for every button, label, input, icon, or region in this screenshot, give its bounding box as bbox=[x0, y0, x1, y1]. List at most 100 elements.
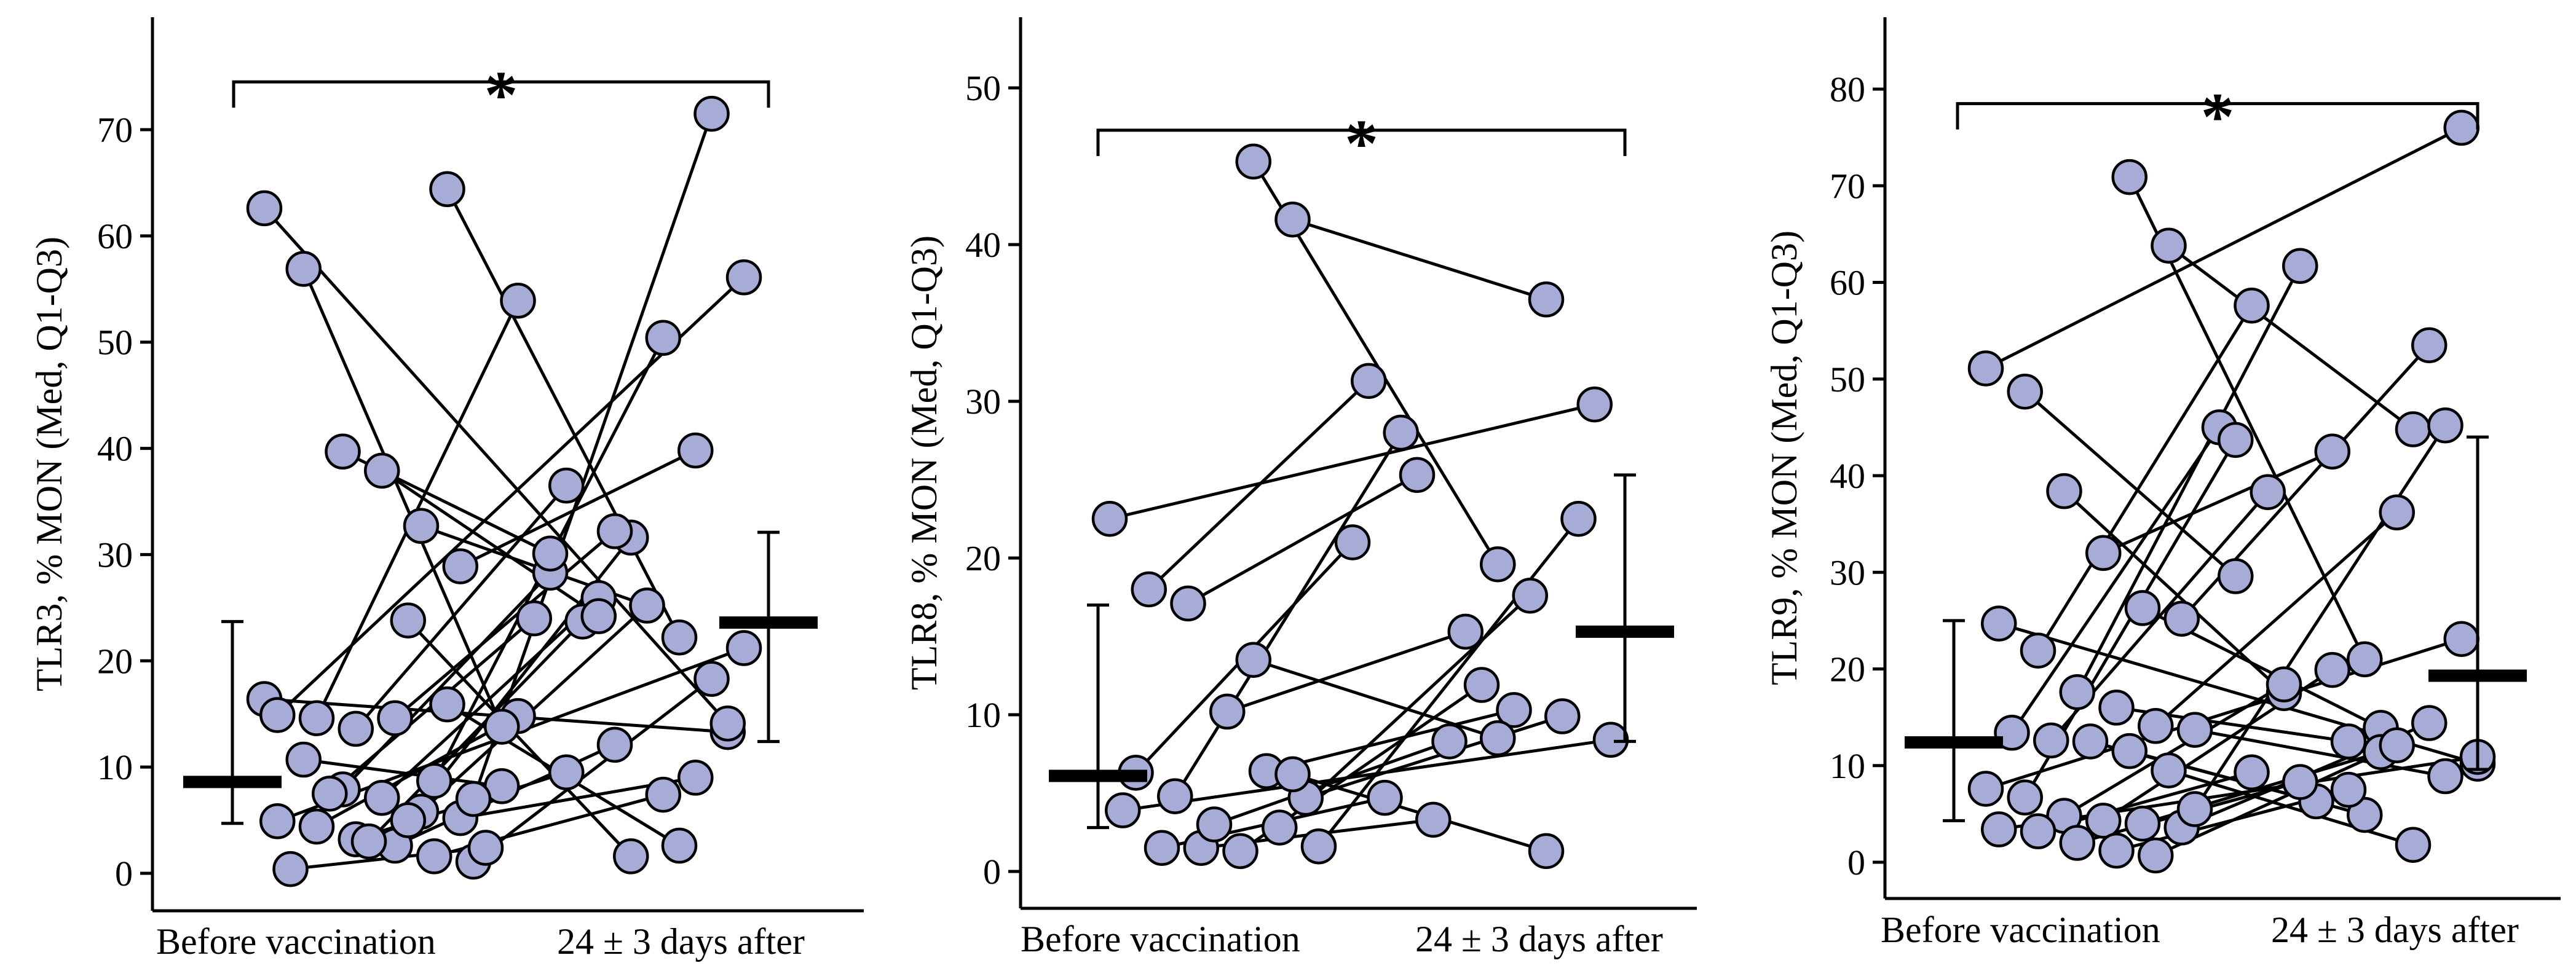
tlr8-significance-bracket bbox=[1096, 128, 1627, 156]
tlr9-y-tick-label: 70 bbox=[1830, 166, 1865, 206]
tlr8-point-before bbox=[1300, 828, 1337, 865]
tlr3-y-tick-label: 0 bbox=[115, 854, 133, 894]
tlr3-point-before bbox=[403, 508, 440, 545]
tlr9-point-before bbox=[2007, 779, 2043, 816]
tlr3-point-before bbox=[285, 741, 322, 778]
tlr8-point-before bbox=[1157, 778, 1193, 814]
panel-tlr9: 0 10 20 30 40 50 60 70 80 TLR9, % MON (Med, Q1-Q… bbox=[1764, 17, 2561, 950]
tlr8-point-before bbox=[1105, 792, 1141, 828]
tlr9-point-after bbox=[2395, 827, 2432, 863]
tlr3-point-after bbox=[661, 619, 698, 656]
tlr8-pair-line bbox=[1305, 715, 1563, 800]
tlr8-point-before bbox=[1235, 143, 1271, 180]
tlr3-pair-line bbox=[263, 207, 729, 725]
tlr8-point-before bbox=[1262, 809, 1298, 846]
tlr3-y-tick-label: 10 bbox=[97, 747, 133, 787]
tlr9-label-after: 24 ± 3 days after bbox=[2271, 910, 2519, 950]
tlr9-pair-line bbox=[2154, 511, 2398, 728]
tlr3-point-after bbox=[725, 259, 762, 296]
tlr9-pair-line bbox=[2076, 265, 2302, 693]
tlr3-point-after bbox=[725, 630, 762, 666]
tlr3-point-after bbox=[596, 726, 633, 763]
tlr8-pair-line bbox=[1148, 380, 1370, 591]
tlr8-point-after bbox=[1528, 281, 1565, 318]
tlr3-point-after bbox=[678, 760, 714, 796]
tlr9-point-before bbox=[2059, 825, 2095, 861]
tlr9-point-before bbox=[2163, 600, 2200, 637]
tlr9-point-after bbox=[2411, 705, 2448, 741]
tlr8-pair-line bbox=[1122, 738, 1611, 812]
tlr9-point-after bbox=[2234, 287, 2270, 324]
tlr9-point-after bbox=[2443, 109, 2479, 146]
tlr8-point-after bbox=[1399, 457, 1436, 493]
tlr3-y-tick-label: 30 bbox=[97, 535, 133, 575]
tlr9-point-after bbox=[2395, 411, 2432, 447]
panel-tlr8: 0 10 20 30 40 50 TLR8, % MON (Med, Q1-Q3) Bef… bbox=[904, 17, 1697, 959]
tlr9-point-before bbox=[2111, 733, 2147, 769]
tlr8-point-before bbox=[1209, 693, 1246, 730]
tlr8-pair-line bbox=[1292, 218, 1547, 301]
tlr3-point-before bbox=[429, 686, 465, 723]
tlr9-point-before bbox=[2138, 837, 2174, 874]
tlr3-point-before bbox=[259, 697, 296, 733]
tlr3-point-before bbox=[259, 803, 296, 839]
tlr3-point-before bbox=[455, 780, 492, 817]
tlr9-point-before bbox=[2151, 752, 2187, 788]
tlr3-y-tick-label: 60 bbox=[97, 216, 133, 256]
panel-tlr3: 0 10 20 30 40 50 60 70 TLR3, % MON (Med, Q1-Q3)… bbox=[29, 17, 864, 962]
tlr3-point-after bbox=[661, 827, 698, 864]
tlr9-point-before bbox=[2124, 590, 2161, 626]
tlr9-pair-line bbox=[2103, 450, 2333, 555]
tlr8-significance-marker: * bbox=[1345, 106, 1378, 181]
tlr8-point-after bbox=[1512, 577, 1548, 614]
tlr3-pair-line bbox=[406, 619, 633, 858]
tlr9-significance-marker: * bbox=[2201, 79, 2235, 154]
tlr9-point-after bbox=[2234, 754, 2270, 791]
tlr3-point-after bbox=[645, 776, 681, 813]
tlr3-point-after bbox=[484, 709, 520, 745]
tlr9-point-before bbox=[2085, 803, 2122, 839]
tlr8-pair-line bbox=[1266, 708, 1515, 773]
tlr9-point-before bbox=[1981, 605, 2017, 642]
tlr9-pair-line bbox=[2024, 390, 2237, 578]
tlr3-label-before: Before vaccination bbox=[156, 921, 436, 962]
tlr8-y-axis-title: TLR8, % MON (Med, Q1-Q3) bbox=[904, 235, 944, 690]
tlr9-pair-line bbox=[2010, 426, 2221, 734]
tlr3-point-after bbox=[629, 588, 665, 624]
tlr9-pair-line bbox=[2063, 683, 2285, 817]
tlr3-label-after: 24 ± 3 days after bbox=[557, 921, 805, 962]
tlr9-point-before bbox=[2176, 712, 2213, 748]
tlr8-pair-line bbox=[1187, 473, 1418, 605]
tlr8-point-after bbox=[1367, 779, 1403, 816]
tlr3-point-before bbox=[429, 171, 465, 208]
tlr8-point-after bbox=[1576, 386, 1613, 423]
tlr9-point-before bbox=[2033, 722, 2069, 759]
tlr8-y-tick-label: 30 bbox=[965, 382, 1001, 422]
tlr9-point-after bbox=[2330, 723, 2367, 760]
tlr8-label-after: 24 ± 3 days after bbox=[1415, 919, 1663, 959]
tlr3-point-after bbox=[500, 283, 536, 319]
tlr8-pair-line bbox=[1109, 403, 1595, 521]
tlr9-point-after bbox=[2282, 764, 2318, 800]
tlr9-pair-line bbox=[2036, 304, 2253, 651]
tlr3-pair-line bbox=[315, 714, 519, 828]
tlr8-point-after bbox=[1431, 723, 1468, 760]
tlr3-pair-line bbox=[459, 449, 697, 568]
tlr3-point-after bbox=[532, 535, 569, 572]
tlr9-point-before bbox=[2138, 708, 2174, 744]
tlr3-point-before bbox=[298, 808, 335, 845]
tlr9-point-after bbox=[2250, 474, 2286, 510]
tlr3-point-before bbox=[364, 452, 400, 489]
tlr9-point-after bbox=[2443, 621, 2479, 658]
tlr9-point-after bbox=[2347, 796, 2383, 833]
tlr8-pair-line bbox=[1214, 739, 1450, 826]
tlr8-point-after bbox=[1447, 613, 1484, 650]
tlr9-significance-bracket bbox=[1956, 102, 2479, 130]
tlr9-y-tick-label: 20 bbox=[1830, 650, 1865, 690]
tlr9-pair-line bbox=[2167, 244, 2414, 431]
tlr8-point-after bbox=[1496, 692, 1532, 728]
tlr9-point-before bbox=[2020, 632, 2056, 669]
tlr9-point-after bbox=[2411, 327, 2448, 363]
tlr9-point-before bbox=[2176, 791, 2213, 827]
